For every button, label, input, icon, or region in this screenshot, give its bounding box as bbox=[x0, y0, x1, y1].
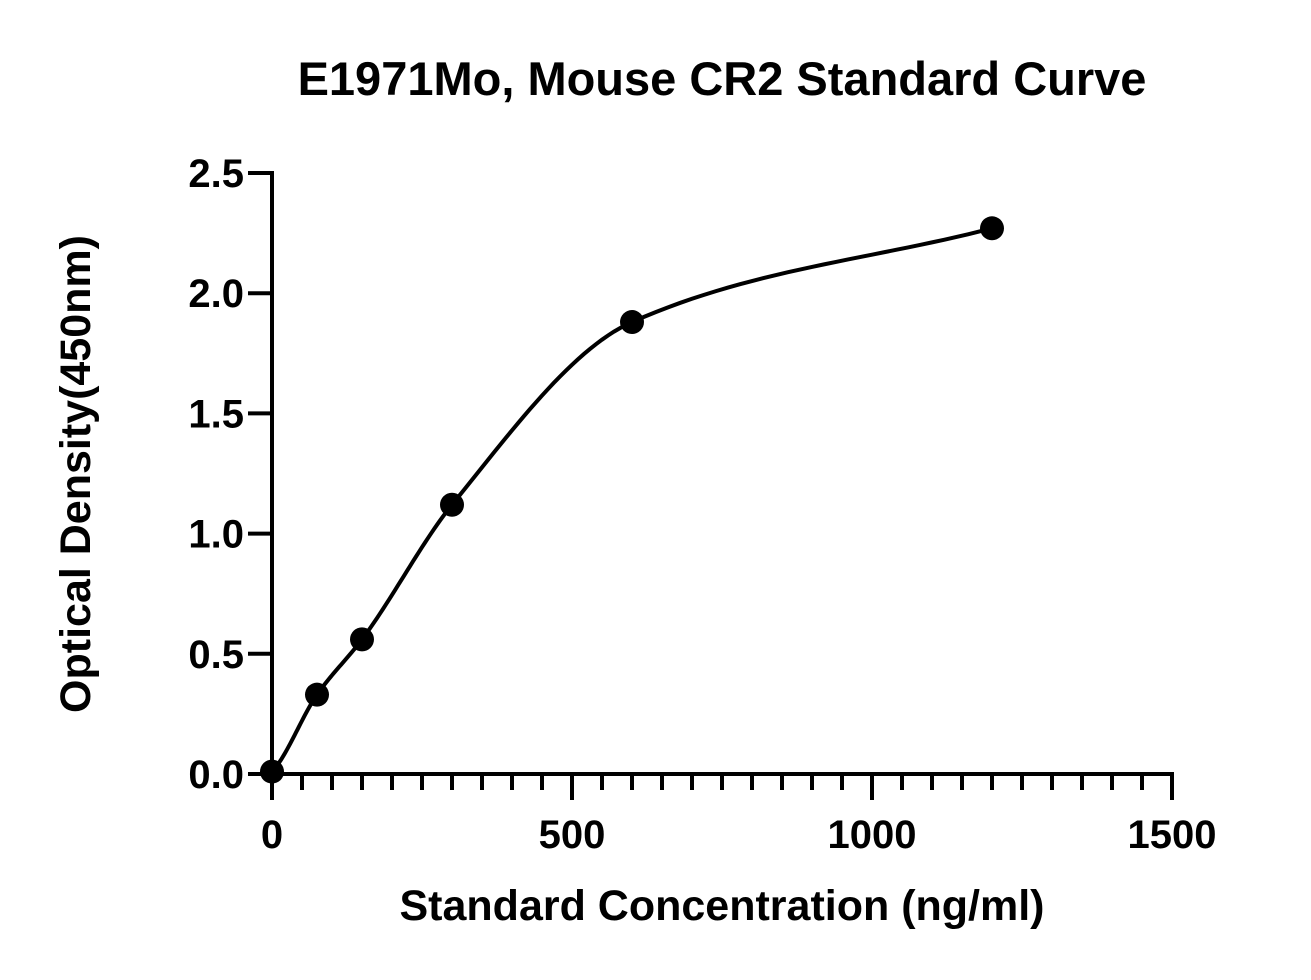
y-tick-label: 2.5 bbox=[188, 152, 244, 196]
curve-layer bbox=[270, 226, 993, 773]
y-tick-label: 0.5 bbox=[188, 633, 244, 677]
y-tick-label: 2.0 bbox=[188, 272, 244, 316]
x-tick-label: 1000 bbox=[828, 813, 917, 857]
y-axis-title: Optical Density(450nm) bbox=[52, 235, 100, 713]
data-point bbox=[305, 682, 329, 707]
axes-layer: 0.0 0.5 1.0 1.5 2.0 2.5 0 500 1000 1500 bbox=[188, 152, 1216, 857]
x-axis-title: Standard Concentration (ng/ml) bbox=[400, 882, 1045, 930]
chart-title: E1971Mo, Mouse CR2 Standard Curve bbox=[298, 52, 1147, 105]
data-point bbox=[980, 216, 1004, 241]
data-point bbox=[260, 759, 284, 784]
x-tick-label: 500 bbox=[539, 813, 606, 857]
y-tick-label: 1.0 bbox=[188, 513, 244, 557]
y-tick-label: 0.0 bbox=[188, 753, 244, 797]
y-tick-label: 1.5 bbox=[188, 392, 244, 436]
fit-curve bbox=[270, 226, 993, 773]
x-tick-label: 1500 bbox=[1128, 813, 1217, 857]
data-point bbox=[620, 310, 644, 335]
data-point bbox=[350, 627, 374, 652]
x-tick-label: 0 bbox=[261, 813, 283, 857]
points-layer bbox=[260, 216, 1004, 784]
data-point bbox=[440, 492, 464, 517]
